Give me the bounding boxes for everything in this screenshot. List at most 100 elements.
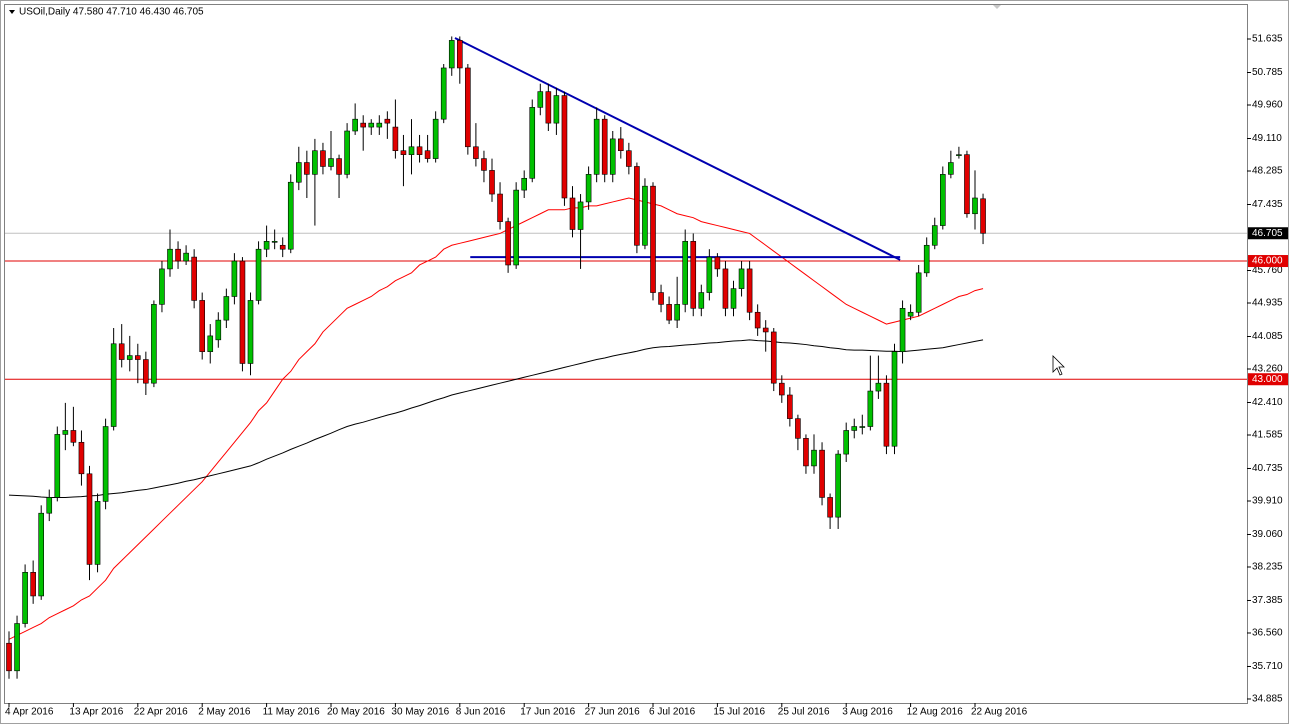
y-tick-label: 45.760 [1252,265,1283,276]
candle-body [827,497,833,518]
candle-body [376,122,383,128]
candle-body [537,91,544,108]
moving-average [8,197,984,640]
candle-body [143,359,149,384]
candle-body [714,256,721,270]
candle-body [183,252,189,262]
candle-body [352,118,358,132]
candle-body [473,146,479,159]
candle-body [803,438,809,467]
candle-body [336,158,342,175]
level-label: 46.000 [1252,256,1283,267]
candle-body [215,319,222,341]
x-tick-label: 25 Jul 2016 [778,707,830,718]
candle-body [730,288,737,309]
candle-body [762,327,769,333]
candle-body [118,343,125,360]
y-tick-label: 36.560 [1252,628,1283,639]
candle-body [505,221,511,266]
candle-body [46,497,53,514]
candle-body [440,67,447,120]
candle-body [287,181,294,250]
candle-body [891,351,898,447]
candle-body [416,146,423,155]
candle-body [312,150,318,175]
candle-body [86,473,93,565]
candle-body [923,244,930,274]
candle-body [859,426,866,428]
candle-body [529,107,536,179]
candle-body [835,453,841,518]
candle-body [553,95,560,124]
candle-body [22,572,28,624]
candle-body [271,241,278,243]
candle-body [593,118,600,175]
candle-body [392,126,399,152]
candle-body [151,304,157,384]
x-tick-label: 3 Aug 2016 [842,707,893,718]
candle-body [931,225,938,246]
candle-body [135,355,141,360]
candle-body [360,122,367,128]
shift-marker [993,5,1001,9]
y-tick-label: 48.285 [1252,166,1283,177]
candle-body [666,304,672,321]
x-tick-label: 15 Jul 2016 [713,707,765,718]
candle-body [939,174,946,226]
y-tick-label: 40.735 [1252,463,1283,474]
y-tick-label: 50.785 [1252,67,1283,78]
price-label: 46.705 [1252,228,1283,239]
candle-body [175,248,181,262]
candle-body [14,623,20,672]
candle-body [698,292,705,309]
candle-body [795,418,801,439]
x-tick-label: 13 Apr 2016 [69,707,123,718]
plot-area [4,4,1248,704]
candle-body [674,304,680,321]
candle-body [883,382,890,447]
level-label-box [1248,373,1288,386]
candle-body [368,122,375,128]
candle-body [94,501,101,565]
candle-body [384,118,391,124]
candle-body [811,449,817,467]
moving-average [8,339,984,498]
candle-body [199,300,205,352]
candle-body [658,292,664,305]
candle-body [489,170,495,195]
candle-body [70,430,77,443]
candle-body [167,248,173,270]
candle-body [819,449,825,498]
y-tick-label: 44.085 [1252,331,1283,342]
y-tick-label: 51.635 [1252,34,1283,45]
y-tick-label: 38.235 [1252,562,1283,573]
candle-body [601,118,608,175]
candle-body [746,268,753,313]
candle-body [577,201,584,230]
candle-body [634,166,640,246]
candle-body [223,296,230,321]
y-tick-label: 39.060 [1252,529,1283,540]
level-label: 43.000 [1252,374,1283,385]
candle-body [54,434,61,498]
y-tick-label: 44.935 [1252,298,1283,309]
y-tick-label: 37.385 [1252,595,1283,606]
candle-body [78,441,85,475]
candle-body [231,260,238,297]
candle-body [738,268,745,289]
y-tick-label: 41.585 [1252,430,1283,441]
candle-body [722,268,729,309]
candle-body [456,40,463,69]
y-tick-label: 42.410 [1252,397,1283,408]
candle-body [247,300,254,364]
candle-body [690,241,697,309]
trend-line [454,37,901,261]
candle-body [30,572,36,597]
candle-body [650,185,656,293]
candle-body [915,272,922,313]
candle-body [770,331,777,384]
mouse-cursor [1052,355,1065,376]
candle-body [448,40,455,69]
x-tick-label: 22 Aug 2016 [971,707,1028,718]
y-tick-label: 43.260 [1252,364,1283,375]
